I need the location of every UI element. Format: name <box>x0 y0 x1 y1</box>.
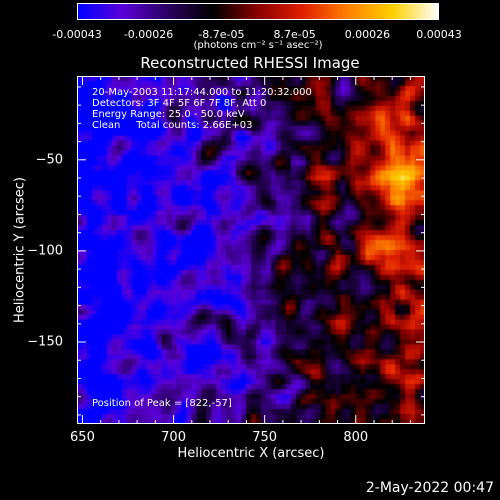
peak-position-label: Position of Peak = [822,-57] <box>92 398 232 409</box>
colorbar-tick-label: -0.00043 <box>52 28 102 41</box>
plot-area: 20-May-2003 11:17:44.000 to 11:20:32.000… <box>77 76 425 424</box>
x-tick-label: 700 <box>161 430 186 445</box>
colorbar-units: (photons cm⁻² s⁻¹ asec⁻²) <box>193 40 323 51</box>
heatmap-image <box>77 76 425 424</box>
x-axis-label: Heliocentric X (arcsec) <box>177 446 325 461</box>
chart-title: Reconstructed RHESSI Image <box>140 54 360 72</box>
x-tick-label: 750 <box>252 430 278 445</box>
colorbar-tick-label: -8.7e-05 <box>198 28 245 41</box>
x-tick-label: 650 <box>70 430 95 445</box>
y-axis-label: Heliocentric Y (arcsec) <box>12 177 28 323</box>
colorbar-tick-label: 0.00043 <box>416 28 462 41</box>
colorbar-tick-label: -0.00026 <box>123 28 174 41</box>
colorbar-tick-label: 8.7e-05 <box>273 28 316 41</box>
y-tick-label: −150 <box>27 334 63 350</box>
plot-timestamp: 2-May-2022 00:47 <box>365 480 494 496</box>
colorbar-tick-label: 0.00026 <box>344 28 391 41</box>
y-tick-label: −50 <box>35 152 63 168</box>
annotation-energy-range: Energy Range: 25.0 - 50.0 keV <box>92 109 245 120</box>
plot-frame <box>77 76 425 424</box>
x-tick-label: 800 <box>343 430 369 445</box>
colorbar <box>77 3 439 20</box>
annotation-detectors: Detectors: 3F 4F 5F 6F 7F 8F, Att 0 <box>92 98 267 109</box>
y-tick-label: −100 <box>27 243 63 259</box>
annotation-clean-counts: Clean Total counts: 2.66E+03 <box>92 120 253 131</box>
annotation-time-range: 20-May-2003 11:17:44.000 to 11:20:32.000 <box>92 87 312 98</box>
axes-box <box>77 76 425 424</box>
